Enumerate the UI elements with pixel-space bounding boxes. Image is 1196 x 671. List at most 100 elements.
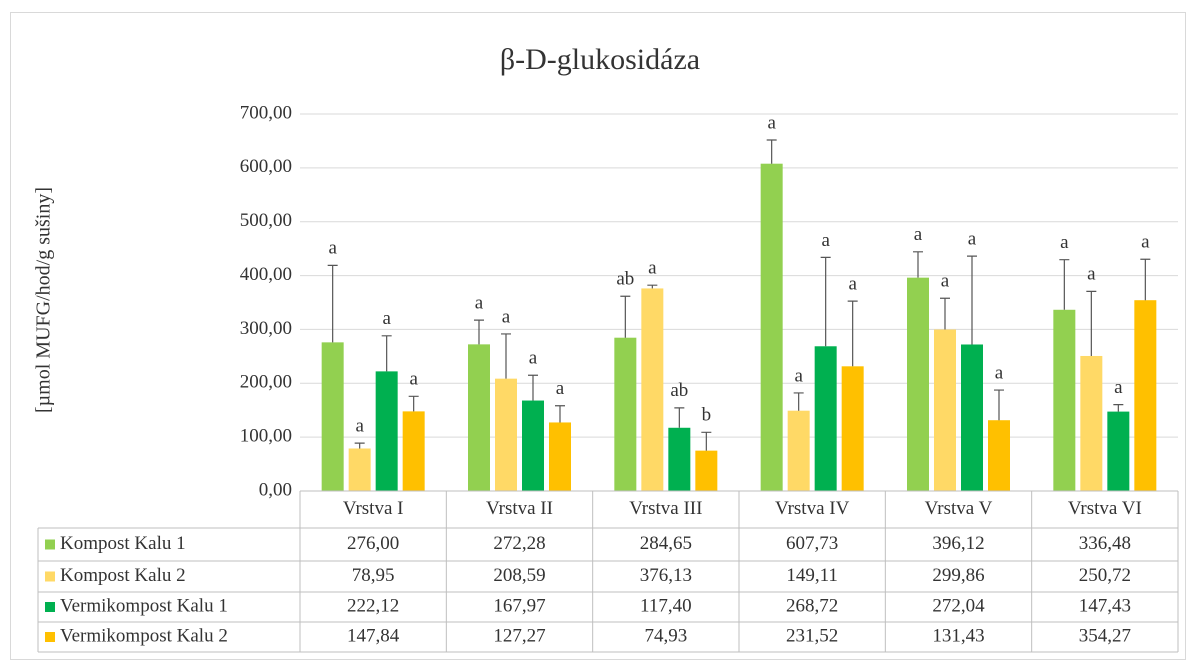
legend-swatch [45, 602, 55, 612]
y-tick-label: 500,00 [240, 210, 292, 231]
error-bar [408, 395, 419, 412]
bar [760, 163, 783, 492]
error-bar [620, 295, 631, 338]
error-bar [967, 255, 977, 345]
bar [375, 371, 398, 491]
x-tick-label: Vrstva V [925, 498, 993, 519]
significance-label: a [502, 306, 511, 327]
error-bar [354, 442, 365, 449]
bar [668, 427, 691, 491]
significance-label: a [1060, 232, 1069, 253]
bar [348, 448, 371, 491]
bar [522, 400, 544, 491]
data-label: 231,52 [786, 625, 838, 646]
error-bar [847, 300, 858, 367]
legend-label: Vermikompost Kalu 2 [60, 625, 228, 646]
bar [614, 337, 637, 491]
bar [988, 420, 1010, 491]
error-bar [1113, 403, 1124, 412]
error-bar [701, 431, 712, 451]
bar [1107, 411, 1130, 491]
error-bar [1059, 259, 1070, 310]
y-tick-label: 400,00 [240, 264, 292, 285]
error-bar [555, 405, 565, 423]
bar [402, 411, 425, 491]
legend-label: Kompost Kalu 2 [60, 565, 186, 586]
bar [787, 410, 810, 491]
significance-label: a [1141, 232, 1150, 253]
error-bar [1086, 290, 1097, 356]
data-label: 78,95 [352, 565, 395, 586]
significance-label: a [1087, 264, 1096, 285]
error-bar [647, 284, 658, 289]
significance-label: ab [616, 269, 634, 290]
error-bar [994, 389, 1004, 421]
bar [549, 422, 571, 491]
chart-title: β-D-glukosidáza [500, 43, 700, 76]
data-label: 376,13 [640, 565, 692, 586]
error-bar [327, 264, 338, 343]
significance-label: a [848, 274, 857, 295]
significance-label: a [409, 369, 418, 390]
significance-label: a [995, 362, 1004, 383]
legend-label: Vermikompost Kalu 1 [60, 595, 228, 616]
legend-swatch [45, 632, 55, 642]
y-tick-label: 700,00 [240, 102, 292, 123]
y-axis-label: [µmol MUFG/hod/g sušiny] [33, 187, 55, 413]
bar [495, 378, 517, 491]
data-label: 74,93 [644, 625, 687, 646]
data-label: 167,97 [493, 595, 545, 616]
bar [1053, 309, 1076, 491]
y-tick-label: 600,00 [240, 156, 292, 177]
significance-label: a [355, 415, 364, 436]
error-bar [501, 333, 511, 379]
error-bar [381, 335, 392, 372]
data-label: 299,86 [932, 565, 984, 586]
x-tick-label: Vrstva I [343, 498, 404, 519]
bar [641, 288, 664, 491]
significance-label: b [702, 405, 712, 426]
data-label: 268,72 [786, 595, 838, 616]
significance-label: a [529, 348, 538, 369]
error-bar [940, 297, 950, 330]
y-tick-label: 100,00 [240, 426, 292, 447]
significance-label: a [941, 271, 950, 292]
data-label: 222,12 [347, 595, 399, 616]
error-bar [1140, 258, 1151, 301]
significance-label: a [475, 292, 484, 313]
data-label: 276,00 [347, 533, 399, 554]
chart-frame [10, 12, 1186, 660]
bar [841, 366, 864, 491]
significance-label: a [821, 230, 830, 251]
bar [321, 342, 344, 491]
data-label: 272,04 [932, 595, 985, 616]
data-label: 396,12 [932, 533, 984, 554]
data-label: 284,65 [640, 533, 692, 554]
data-label: 131,43 [932, 625, 984, 646]
x-tick-label: Vrstva IV [775, 498, 850, 519]
bar [907, 277, 929, 491]
y-tick-label: 300,00 [240, 318, 292, 339]
legend-swatch [45, 571, 55, 582]
significance-label: a [968, 229, 977, 250]
data-label: 336,48 [1079, 533, 1131, 554]
x-tick-label: Vrstva III [629, 498, 702, 519]
significance-label: a [556, 378, 565, 399]
error-bar [766, 139, 777, 164]
bar [1080, 355, 1103, 491]
data-label: 147,43 [1079, 595, 1131, 616]
data-label: 147,84 [347, 625, 400, 646]
error-bar [674, 407, 685, 428]
bar [695, 450, 718, 491]
bar [961, 344, 983, 491]
data-label: 127,27 [493, 625, 545, 646]
error-bar [913, 251, 923, 278]
data-label: 607,73 [786, 533, 838, 554]
significance-label: a [328, 238, 337, 259]
data-label: 208,59 [493, 565, 545, 586]
data-label: 354,27 [1079, 625, 1131, 646]
legend-swatch [45, 539, 55, 550]
significance-label: a [382, 308, 391, 329]
x-tick-label: Vrstva VI [1068, 498, 1142, 519]
